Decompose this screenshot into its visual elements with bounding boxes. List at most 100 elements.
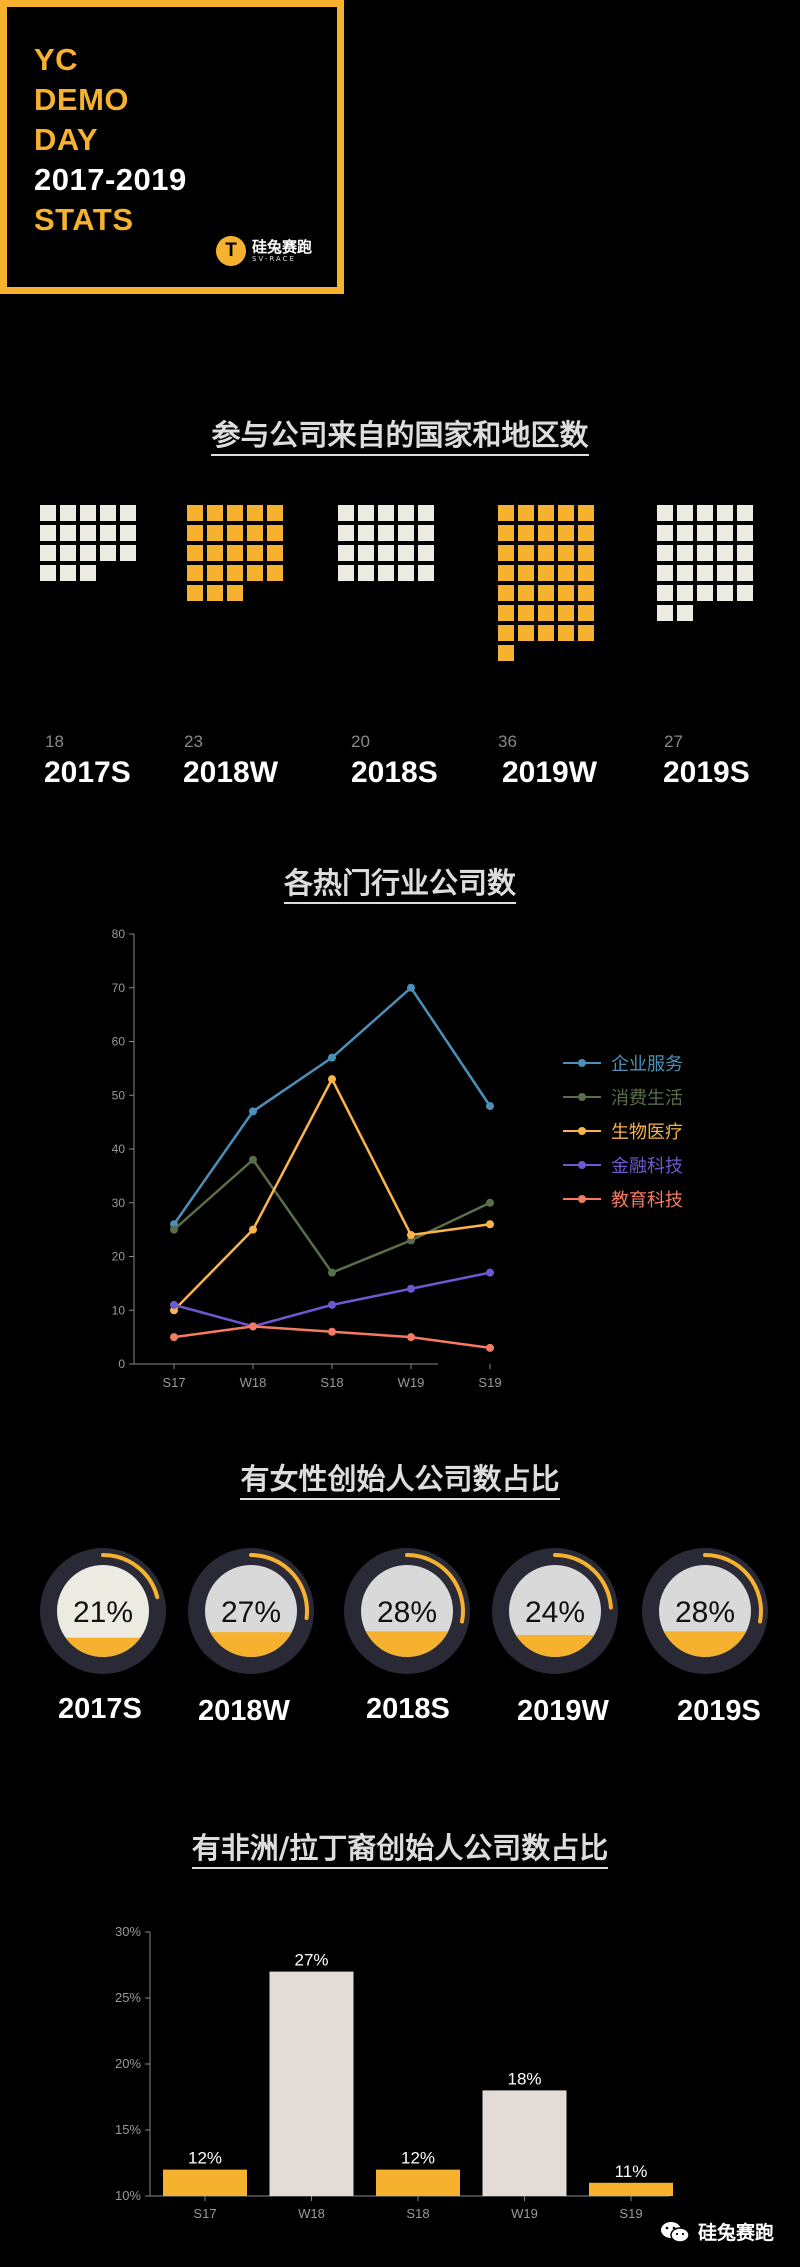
donut-label: 2018S: [366, 1693, 450, 1725]
waffle-cell: [558, 525, 574, 541]
waffle-cell: [538, 505, 554, 521]
waffle-cell: [60, 545, 76, 561]
waffle-cell: [338, 525, 354, 541]
legend-item: 生物医疗: [563, 1118, 683, 1144]
section-title-female: 有女性创始人公司数占比: [0, 1456, 800, 1500]
waffle-cell: [247, 505, 263, 521]
waffle-grid-2018W: [187, 505, 283, 601]
waffle-cell: [657, 605, 673, 621]
waffle-cell: [538, 585, 554, 601]
y-tick-label: 10: [112, 1303, 126, 1317]
title-line-1: YC: [34, 42, 79, 77]
data-point: [486, 1220, 494, 1229]
waffle-cell: [538, 625, 554, 641]
y-tick-label: 70: [112, 981, 126, 995]
waffle-cell: [677, 585, 693, 601]
waffle-cell: [247, 565, 263, 581]
waffle-cell: [60, 565, 76, 581]
data-point: [328, 1053, 336, 1062]
waffle-cell: [187, 505, 203, 521]
waffle-cell: [227, 525, 243, 541]
legend-swatch: [563, 1159, 601, 1171]
data-point: [486, 1343, 494, 1352]
legend-label: 企业服务: [611, 1054, 683, 1075]
waffle-cell: [187, 585, 203, 601]
y-tick-label: 30%: [115, 1924, 141, 1939]
y-tick-label: 15%: [115, 2122, 141, 2137]
waffle-cell: [378, 545, 394, 561]
waffle-cell: [398, 565, 414, 581]
waffle-cell: [697, 545, 713, 561]
legend-swatch: [563, 1091, 601, 1103]
waffle-cell: [267, 525, 283, 541]
waffle-count: 18: [45, 732, 64, 751]
waffle-cell: [657, 565, 673, 581]
waffle-cell: [518, 625, 534, 641]
waffle-cell: [378, 565, 394, 581]
waffle-cell: [267, 565, 283, 581]
title-line-2: DEMO: [34, 82, 129, 117]
legend-swatch: [563, 1125, 601, 1137]
data-point: [407, 1284, 415, 1293]
waffle-cell: [498, 585, 514, 601]
bar: [269, 1971, 354, 2196]
waffle-cell: [207, 525, 223, 541]
bar-value-label: 12%: [401, 2149, 435, 2168]
waffle-label: 2018S: [351, 756, 438, 789]
x-tick-label: W18: [298, 2206, 325, 2220]
data-point: [249, 1322, 257, 1331]
legend-swatch: [563, 1193, 601, 1205]
waffle-cell: [677, 565, 693, 581]
data-point: [328, 1075, 336, 1084]
waffle-cell: [518, 605, 534, 621]
data-point: [407, 1333, 415, 1342]
waffle-cell: [80, 565, 96, 581]
waffle-cell: [378, 525, 394, 541]
donut-inner: [57, 1565, 149, 1657]
donut-chart: 28%: [344, 1548, 470, 1674]
data-point: [249, 1107, 257, 1116]
title-line-3: DAY: [34, 122, 99, 157]
waffle-grid-2018S: [338, 505, 434, 581]
section-title-african-latino: 有非洲/拉丁裔创始人公司数占比: [0, 1825, 800, 1869]
waffle-cell: [187, 565, 203, 581]
waffle-label: 2019W: [502, 756, 598, 789]
waffle-cell: [578, 545, 594, 561]
waffle-cell: [207, 545, 223, 561]
waffle-cell: [418, 505, 434, 521]
waffle-cell: [398, 525, 414, 541]
bar: [163, 2169, 247, 2196]
data-point: [407, 1231, 415, 1239]
logo-name-en: SV-RACE: [252, 254, 296, 263]
waffle-cell: [498, 565, 514, 581]
donut-value: 28%: [675, 1596, 735, 1629]
waffle-cell: [657, 585, 673, 601]
data-point: [170, 1333, 178, 1342]
waffle-grid-2017S: [40, 505, 136, 581]
waffle-cell: [538, 605, 554, 621]
wechat-icon: [661, 2221, 690, 2243]
waffle-cell: [398, 505, 414, 521]
waffle-cell: [358, 565, 374, 581]
donut-chart: 24%: [492, 1548, 618, 1674]
section-title-industries: 各热门行业公司数: [0, 860, 800, 904]
footer-brand: 硅兔赛跑: [660, 2218, 774, 2245]
waffle-label: 2018W: [183, 756, 279, 789]
waffle-cell: [737, 565, 753, 581]
waffle-cell: [247, 545, 263, 561]
waffle-grid-2019W: [498, 505, 594, 661]
waffle-cell: [717, 565, 733, 581]
legend-item: 金融科技: [563, 1152, 683, 1178]
waffle-cell: [227, 545, 243, 561]
waffle-cell: [677, 545, 693, 561]
waffle-cell: [538, 525, 554, 541]
waffle-cell: [697, 565, 713, 581]
waffle-count: 27: [664, 732, 683, 751]
x-tick-label: S17: [162, 1375, 185, 1390]
y-tick-label: 20: [112, 1250, 126, 1264]
waffle-cell: [558, 605, 574, 621]
waffle-cell: [187, 545, 203, 561]
donut-value: 28%: [377, 1596, 437, 1629]
waffle-cell: [378, 505, 394, 521]
bar-chart: 10% 15% 20% 25% 30% 12% S17 27% W18 12% S18 18% W19 1…: [115, 1924, 673, 2220]
